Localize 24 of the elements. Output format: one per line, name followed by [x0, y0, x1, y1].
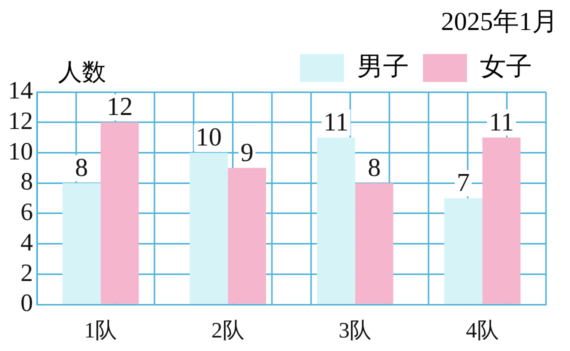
- y-tick-label: 14: [8, 78, 34, 105]
- data-label: 9: [240, 138, 254, 167]
- y-tick-label: 12: [8, 108, 33, 135]
- y-tick-label: 10: [8, 138, 33, 166]
- legend-label: 男子: [357, 52, 409, 82]
- x-tick-label: 4队: [466, 318, 499, 343]
- x-tick-label: 1队: [84, 318, 118, 343]
- chart-title: 2025年1月: [441, 6, 558, 38]
- legend-label: 女子: [480, 52, 532, 82]
- data-label: 11: [324, 107, 349, 136]
- data-label: 8: [75, 152, 88, 182]
- y-tick-label: 8: [20, 168, 33, 196]
- x-tick-label: 2队: [211, 318, 244, 343]
- y-tick-label: 0: [20, 290, 33, 318]
- x-tick-label: 3队: [338, 318, 372, 343]
- data-label: 8: [368, 152, 381, 182]
- y-tick-label: 2: [20, 260, 33, 287]
- y-axis-title: 人数: [58, 59, 106, 88]
- data-label: 11: [488, 107, 514, 136]
- y-tick-label: 4: [20, 229, 34, 256]
- y-tick-label: 6: [20, 199, 33, 226]
- data-label: 12: [106, 92, 133, 122]
- data-label: 7: [456, 168, 470, 198]
- data-label: 10: [196, 122, 222, 152]
